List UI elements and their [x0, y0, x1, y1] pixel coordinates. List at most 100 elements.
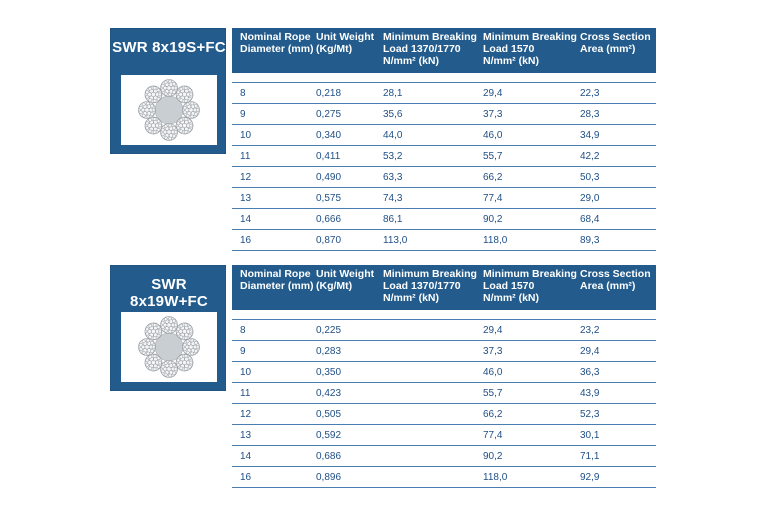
- table-row: 12 0,505 66,2 52,3: [232, 404, 656, 425]
- table-cell: 42,2: [580, 151, 600, 162]
- table-cell: 53,2: [383, 151, 403, 162]
- product-label-box: SWR 8x19S+FC: [110, 28, 226, 154]
- table-cell: 12: [240, 172, 252, 183]
- table-cell: 0,686: [316, 451, 342, 462]
- table-cell: 30,1: [580, 430, 600, 441]
- table-cell: 90,2: [483, 214, 503, 225]
- table-cell: 118,0: [483, 235, 508, 246]
- table-cell: 23,2: [580, 325, 600, 336]
- table-cell: 77,4: [483, 193, 503, 204]
- table-cell: 0,411: [316, 151, 341, 162]
- table-cell: 37,3: [483, 346, 503, 357]
- table-cell: 28,3: [580, 109, 600, 120]
- table-cell: 29,4: [483, 325, 503, 336]
- table-cell: 52,3: [580, 409, 600, 420]
- table-cell: 92,9: [580, 472, 600, 483]
- table-row: 11 0,411 53,2 55,7 42,2: [232, 146, 656, 167]
- table-cell: 46,0: [483, 367, 503, 378]
- table-cell: 0,592: [316, 430, 342, 441]
- table-cell: 22,3: [580, 88, 600, 99]
- table-cell: 13: [240, 430, 252, 441]
- table-cell: 0,275: [316, 109, 342, 120]
- table-cell: 28,1: [383, 88, 403, 99]
- table-row: 16 0,896 118,0 92,9: [232, 467, 656, 488]
- header-breaking-load-1570: Minimum Breaking Load 1570 N/mm² (kN): [483, 268, 577, 304]
- table-cell: 10: [240, 130, 252, 141]
- table-cell: 12: [240, 409, 252, 420]
- table-cell: 50,3: [580, 172, 600, 183]
- table-cell: 9: [240, 109, 246, 120]
- table-spacer: [232, 310, 656, 320]
- table-cell: 13: [240, 193, 252, 204]
- header-breaking-load-1370-1770: Minimum Breaking Load 1370/1770 N/mm² (k…: [383, 31, 477, 67]
- table-cell: 43,9: [580, 388, 600, 399]
- table-cell: 29,0: [580, 193, 600, 204]
- header-diameter: Nominal Rope Diameter (mm): [240, 268, 314, 292]
- table-cell: 0,350: [316, 367, 342, 378]
- spec-table: Nominal Rope Diameter (mm) Unit Weight (…: [232, 28, 656, 251]
- table-cell: 8: [240, 325, 246, 336]
- table-cell: 55,7: [483, 151, 503, 162]
- table-row: 8 0,225 29,4 23,2: [232, 320, 656, 341]
- table-cell: 14: [240, 451, 252, 462]
- table-row: 13 0,592 77,4 30,1: [232, 425, 656, 446]
- table-cell: 77,4: [483, 430, 503, 441]
- table-cell: 63,3: [383, 172, 403, 183]
- table-cell: 66,2: [483, 409, 503, 420]
- table-cell: 8: [240, 88, 246, 99]
- table-cell: 0,575: [316, 193, 342, 204]
- table-row: 13 0,575 74,3 77,4 29,0: [232, 188, 656, 209]
- table-cell: 0,225: [316, 325, 342, 336]
- table-cell: 68,4: [580, 214, 600, 225]
- table-cell: 0,870: [316, 235, 342, 246]
- table-header: Nominal Rope Diameter (mm) Unit Weight (…: [232, 265, 656, 310]
- product-title: SWR 8x19S+FC: [112, 39, 226, 56]
- table-cell: 0,340: [316, 130, 342, 141]
- product-title: SWR 8x19W+FC: [130, 276, 208, 310]
- table-cell: 0,490: [316, 172, 342, 183]
- table-cell: 10: [240, 367, 252, 378]
- table-row: 9 0,283 37,3 29,4: [232, 341, 656, 362]
- table-cell: 0,218: [316, 88, 342, 99]
- spec-table: Nominal Rope Diameter (mm) Unit Weight (…: [232, 265, 656, 488]
- rope-cross-section-image: [121, 75, 217, 145]
- table-cell: 113,0: [383, 235, 408, 246]
- header-unit-weight: Unit Weight (Kg/Mt): [316, 31, 375, 55]
- table-cell: 16: [240, 472, 252, 483]
- table-cell: 9: [240, 346, 246, 357]
- table-cell: 29,4: [483, 88, 503, 99]
- table-cell: 0,505: [316, 409, 342, 420]
- table-row: 9 0,275 35,6 37,3 28,3: [232, 104, 656, 125]
- rope-cross-section-image: [121, 312, 217, 382]
- table-row: 8 0,218 28,1 29,4 22,3: [232, 83, 656, 104]
- table-row: 10 0,350 46,0 36,3: [232, 362, 656, 383]
- table-cell: 34,9: [580, 130, 600, 141]
- table-cell: 0,423: [316, 388, 342, 399]
- table-row: 10 0,340 44,0 46,0 34,9: [232, 125, 656, 146]
- rope-diagram-icon: [138, 316, 200, 378]
- table-cell: 118,0: [483, 472, 508, 483]
- table-cell: 35,6: [383, 109, 403, 120]
- product-label-box: SWR 8x19W+FC: [110, 265, 226, 391]
- table-header: Nominal Rope Diameter (mm) Unit Weight (…: [232, 28, 656, 73]
- table-cell: 0,283: [316, 346, 342, 357]
- table-cell: 46,0: [483, 130, 503, 141]
- table-cell: 16: [240, 235, 252, 246]
- table-cell: 86,1: [383, 214, 403, 225]
- header-unit-weight: Unit Weight (Kg/Mt): [316, 268, 375, 292]
- table-cell: 71,1: [580, 451, 600, 462]
- table-row: 14 0,686 90,2 71,1: [232, 446, 656, 467]
- table-row: 14 0,666 86,1 90,2 68,4: [232, 209, 656, 230]
- table-cell: 90,2: [483, 451, 503, 462]
- table-cell: 36,3: [580, 367, 600, 378]
- table-cell: 29,4: [580, 346, 600, 357]
- header-cross-section: Cross Section Area (mm²): [580, 268, 651, 292]
- table-cell: 66,2: [483, 172, 503, 183]
- table-cell: 89,3: [580, 235, 600, 246]
- header-breaking-load-1570: Minimum Breaking Load 1570 N/mm² (kN): [483, 31, 577, 67]
- header-cross-section: Cross Section Area (mm²): [580, 31, 651, 55]
- table-row: 12 0,490 63,3 66,2 50,3: [232, 167, 656, 188]
- rope-diagram-icon: [138, 79, 200, 141]
- table-cell: 0,896: [316, 472, 342, 483]
- header-diameter: Nominal Rope Diameter (mm): [240, 31, 314, 55]
